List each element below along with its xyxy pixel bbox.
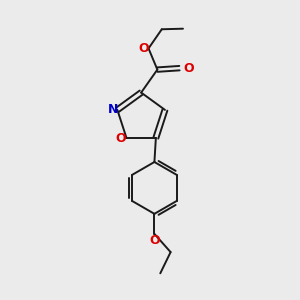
Text: O: O: [184, 61, 194, 75]
Text: N: N: [107, 103, 118, 116]
Text: O: O: [138, 42, 149, 55]
Text: O: O: [149, 234, 160, 247]
Text: O: O: [116, 132, 127, 145]
